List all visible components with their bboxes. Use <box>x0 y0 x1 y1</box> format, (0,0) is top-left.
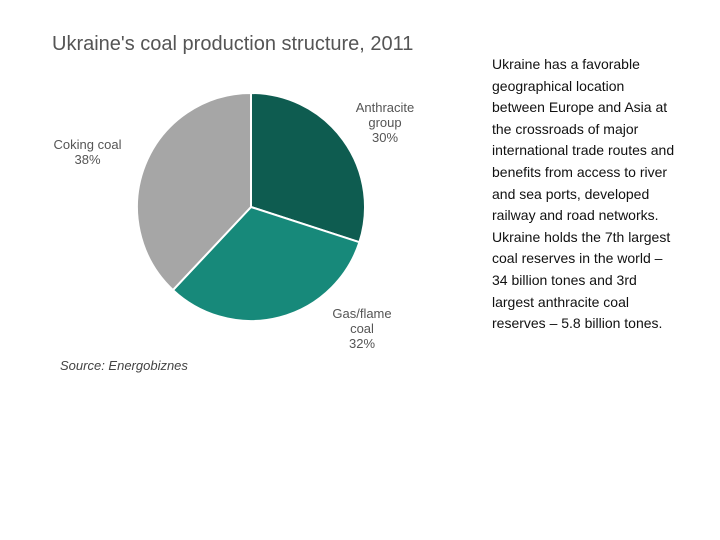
category-label: Gas/flame coal <box>332 306 392 336</box>
text-line: benefits from access to river <box>492 163 668 180</box>
text-line: Ukraine has a favorable <box>492 56 640 72</box>
body-text: Ukraine has a favorable geographical loca… <box>492 54 674 335</box>
value-label: 30% <box>371 130 399 145</box>
text-line: between Europe and Asia at <box>492 99 668 116</box>
text-line: largest anthracite coal <box>492 293 629 310</box>
text-line: Ukraine holds the 7th largest <box>492 228 671 245</box>
text-line: 34 billion tones and 3rd <box>492 271 637 288</box>
text-line: coal reserves in the world – <box>492 250 663 267</box>
value-label: 38% <box>74 152 101 167</box>
category-label: Anthracite group <box>355 100 415 130</box>
text-line: railway and road networks. <box>492 207 659 224</box>
text-line: international trade routes and <box>492 142 675 159</box>
chart-title: Ukraine's coal production structure, 201… <box>52 33 414 55</box>
slice-label: Gas/flame coal 32% <box>322 306 402 351</box>
value-label: 32% <box>348 336 376 351</box>
pie-slice <box>136 91 252 292</box>
text-line: reserves – 5.8 billion tones. <box>492 315 663 332</box>
pie-chart <box>136 91 366 322</box>
slice-label: Coking coal 38% <box>40 137 135 167</box>
category-label: Coking coal <box>53 137 122 152</box>
text-line: geographical location <box>492 77 625 94</box>
pie-slice <box>171 205 361 322</box>
slice-label: Anthracite group 30% <box>345 100 425 145</box>
text-line: and sea ports, developed <box>492 185 650 202</box>
text-line: the crossroads of major <box>492 120 639 137</box>
source-note: Source: Energobiznes <box>60 358 188 373</box>
pie-slice <box>250 91 366 244</box>
